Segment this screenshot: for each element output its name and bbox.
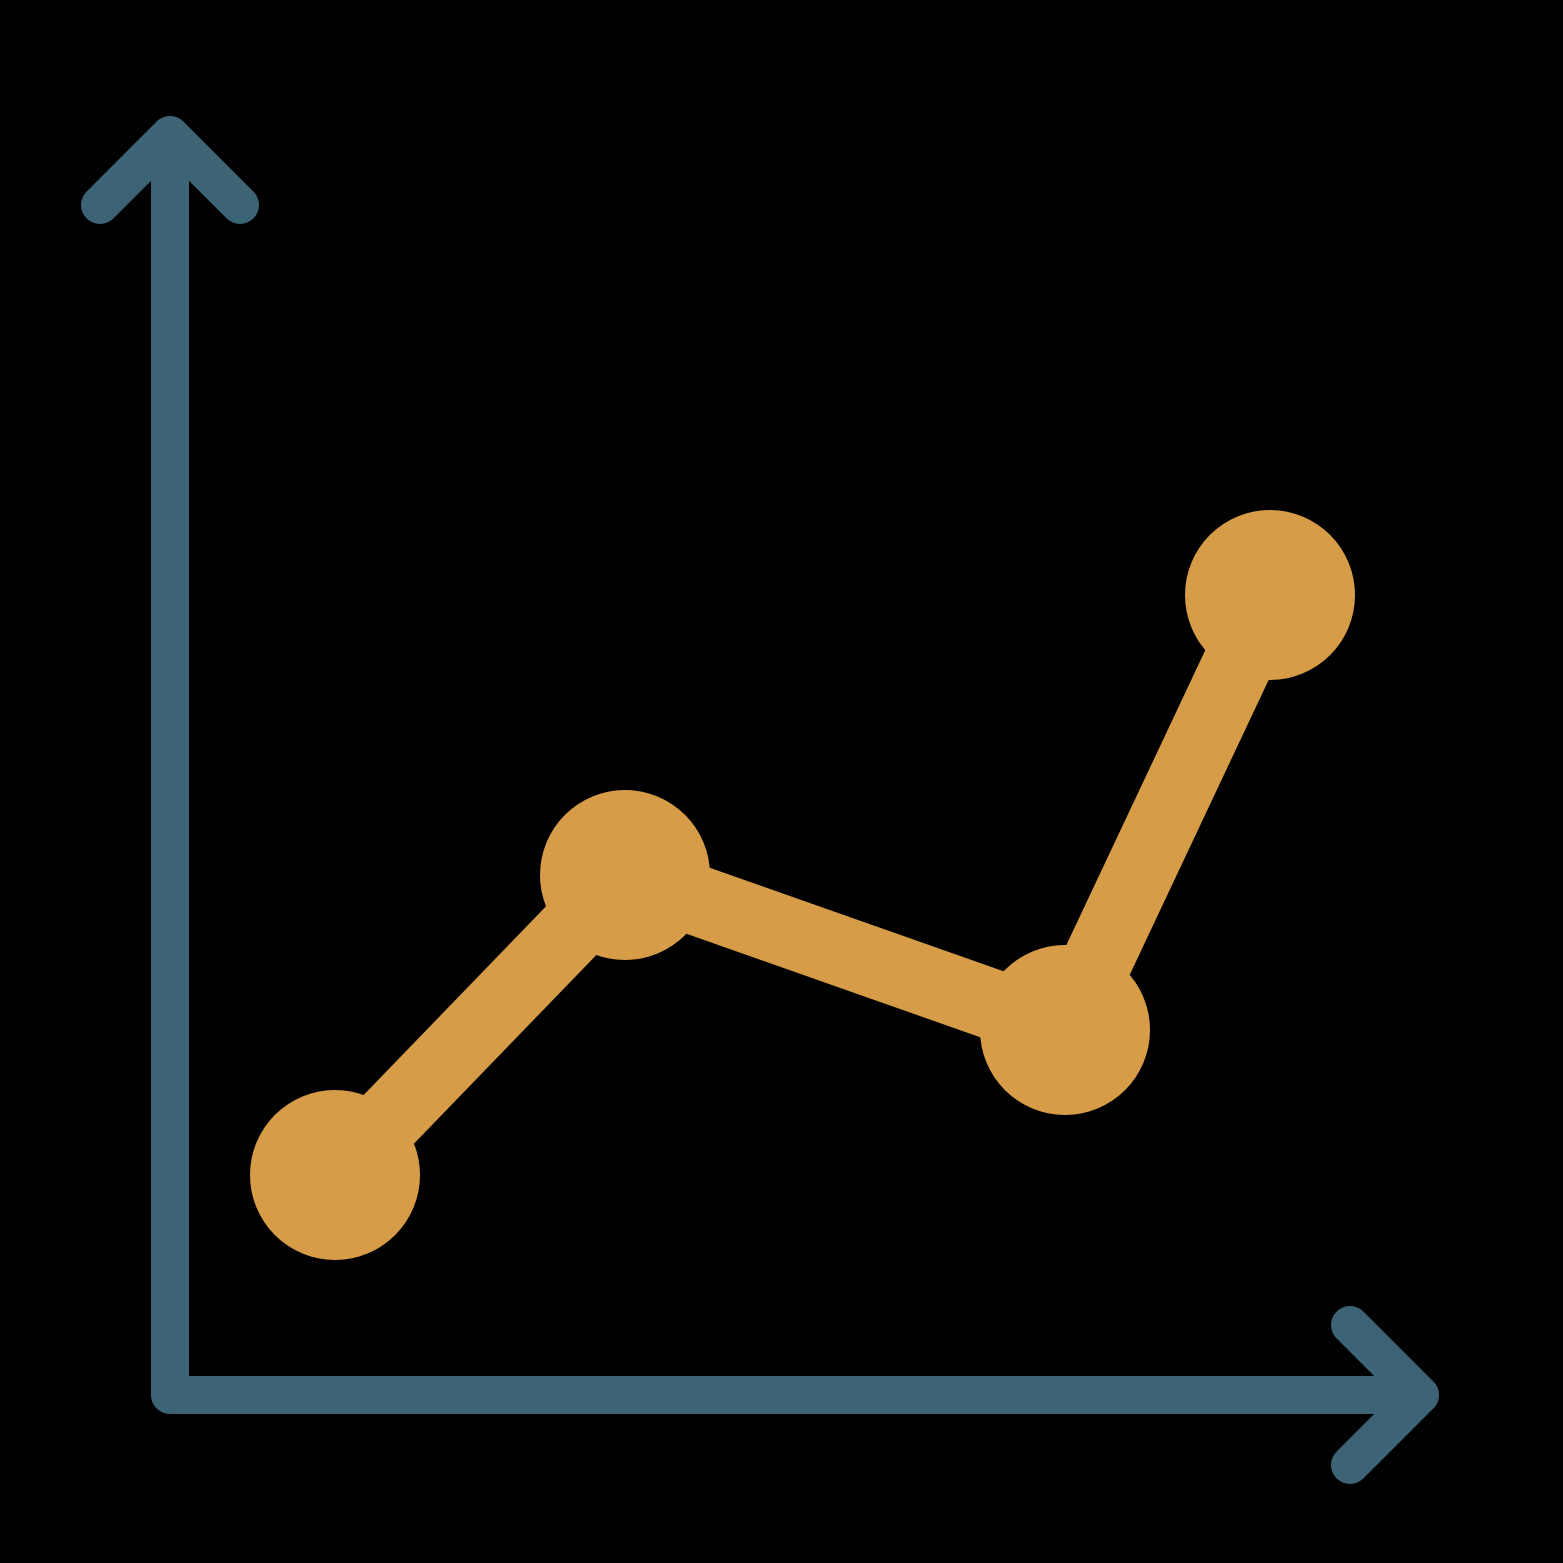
data-point — [250, 1090, 420, 1260]
data-point — [1185, 510, 1355, 680]
line-chart-svg — [0, 0, 1563, 1563]
data-point — [540, 790, 710, 960]
chart-icon — [0, 0, 1563, 1563]
data-point — [980, 945, 1150, 1115]
